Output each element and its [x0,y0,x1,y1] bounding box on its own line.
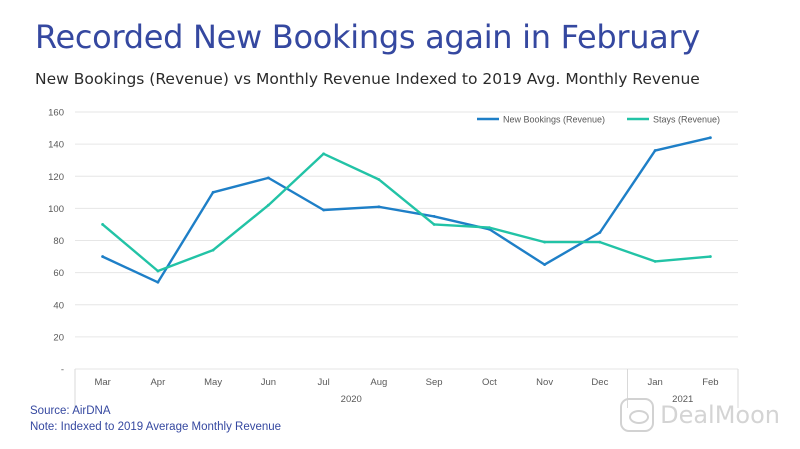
watermark: DealMoon [620,398,780,432]
y-tick-label: 20 [53,332,64,343]
data-point [432,215,436,218]
data-point [653,149,657,152]
data-point [432,223,436,226]
y-tick-label: 60 [53,268,64,279]
x-tick-label: Aug [370,377,387,388]
data-point [543,240,547,244]
data-point [377,205,381,209]
chart-subtitle: New Bookings (Revenue) vs Monthly Revenu… [35,70,700,88]
data-point [543,263,547,266]
data-point [156,269,160,273]
x-tick-label: Oct [482,377,497,388]
dealmoon-logo-icon [620,398,655,432]
watermark-text: DealMoon [660,401,780,429]
data-point [322,208,326,212]
data-point [598,240,602,244]
y-tick-label: 160 [48,108,64,119]
series-line-stays [101,152,712,273]
x-tick-label: Feb [702,377,718,388]
x-tick-label: May [204,377,222,388]
index-note: Note: Indexed to 2019 Average Monthly Re… [30,421,282,433]
x-tick-label: Nov [536,377,553,388]
data-point [487,226,491,230]
y-tick-label: 120 [48,172,64,183]
data-point [708,255,712,258]
data-point [266,203,270,207]
data-point [101,255,105,258]
y-tick-label: 40 [53,300,64,311]
x-tick-label: Sep [426,377,443,388]
data-point [377,178,381,181]
y-tick-label: 140 [48,140,64,151]
source-note: Source: AirDNA [30,405,111,417]
data-point [211,248,215,252]
x-tick-label: Jun [261,377,276,388]
data-point [598,231,602,234]
x-tick-label: Dec [591,377,608,388]
data-point [211,190,215,194]
data-point [322,152,326,156]
legend-label: New Bookings (Revenue) [503,115,605,125]
data-point [708,136,712,140]
page-title: Recorded New Bookings again in February [35,18,700,56]
data-point [101,223,105,226]
x-tick-label: Apr [150,377,165,388]
data-point [653,259,657,263]
year-group-label: 2020 [341,394,362,405]
x-tick-label: Jul [318,377,330,388]
data-point [266,176,270,180]
legend-label: Stays (Revenue) [653,115,720,125]
y-tick-label: - [61,365,64,376]
x-tick-label: Mar [94,377,110,388]
series-line-new-bookings [101,136,712,284]
data-point [156,280,160,284]
year-group-label: 2021 [672,394,693,405]
x-tick-label: Jan [647,377,662,388]
y-tick-label: 80 [53,236,64,247]
y-tick-label: 100 [48,204,64,215]
